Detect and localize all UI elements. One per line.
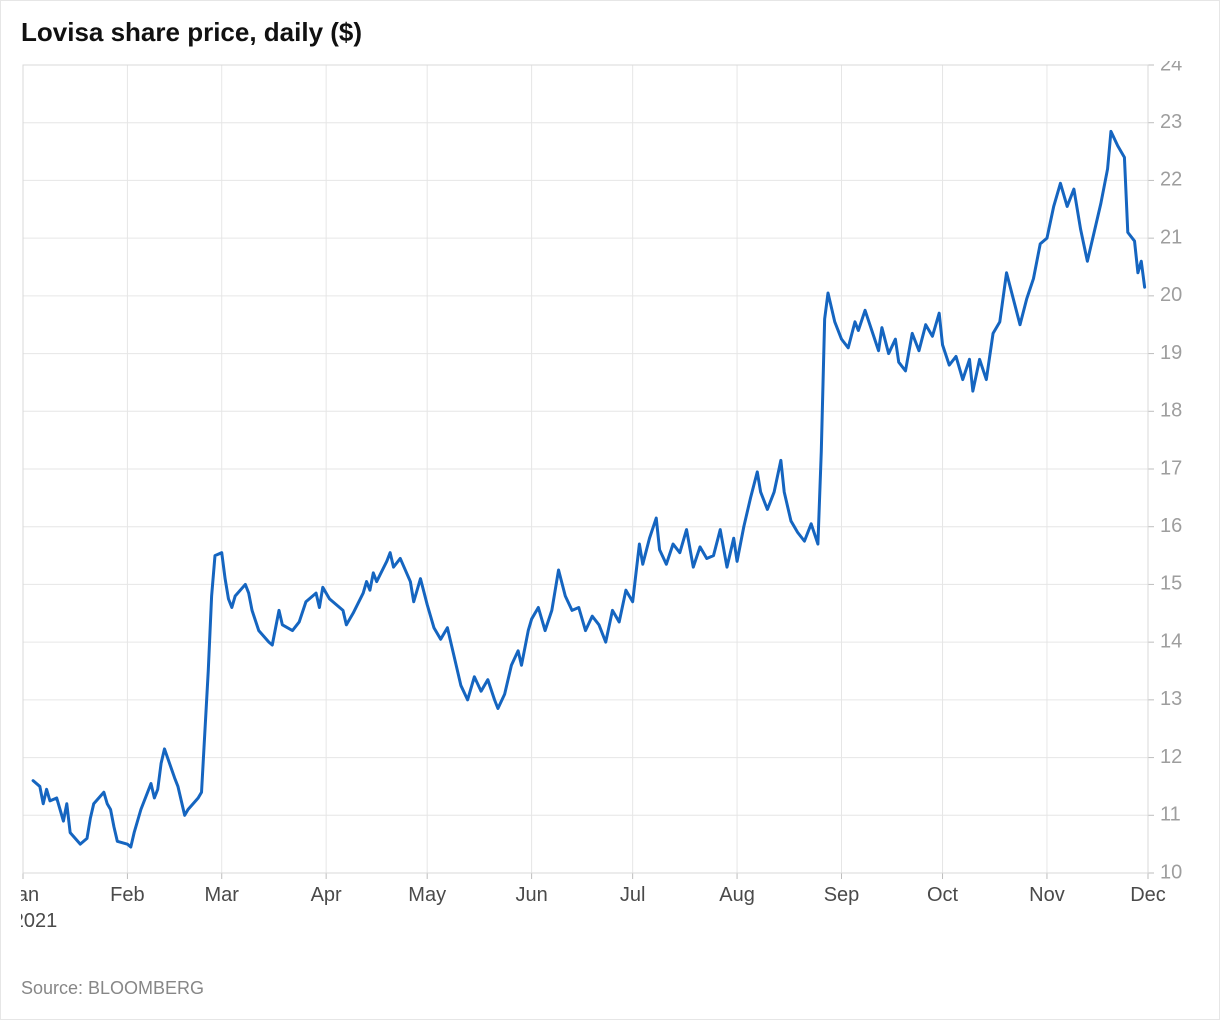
source-text: Source: BLOOMBERG xyxy=(21,978,204,999)
svg-text:Jun: Jun xyxy=(515,884,547,906)
svg-text:11: 11 xyxy=(1160,804,1181,826)
svg-text:Jan: Jan xyxy=(21,884,39,906)
svg-text:14: 14 xyxy=(1160,630,1182,652)
svg-text:Feb: Feb xyxy=(110,884,144,906)
svg-text:21: 21 xyxy=(1160,226,1182,248)
chart-svg: 101112131415161718192021222324Jan2021Feb… xyxy=(21,61,1201,951)
svg-text:17: 17 xyxy=(1160,457,1182,479)
svg-text:Nov: Nov xyxy=(1029,884,1065,906)
svg-text:22: 22 xyxy=(1160,169,1182,191)
svg-text:Mar: Mar xyxy=(205,884,240,906)
svg-text:13: 13 xyxy=(1160,688,1182,710)
svg-text:Dec: Dec xyxy=(1130,884,1166,906)
svg-text:10: 10 xyxy=(1160,861,1182,883)
svg-text:18: 18 xyxy=(1160,400,1182,422)
svg-text:12: 12 xyxy=(1160,746,1182,768)
svg-text:2021: 2021 xyxy=(21,910,57,932)
svg-text:Jul: Jul xyxy=(620,884,646,906)
svg-text:16: 16 xyxy=(1160,515,1182,537)
chart-card: Lovisa share price, daily ($) 10 11 12 13 14… xyxy=(0,0,1220,1020)
chart-title: Lovisa share price, daily ($) xyxy=(21,17,362,48)
svg-text:24: 24 xyxy=(1160,61,1182,75)
svg-text:Aug: Aug xyxy=(719,884,755,906)
svg-text:15: 15 xyxy=(1160,573,1182,595)
svg-text:Oct: Oct xyxy=(927,884,959,906)
chart-area: 101112131415161718192021222324Jan2021Feb… xyxy=(21,61,1199,949)
svg-text:Sep: Sep xyxy=(824,884,860,906)
svg-text:May: May xyxy=(408,884,446,906)
svg-text:23: 23 xyxy=(1160,111,1182,133)
svg-text:19: 19 xyxy=(1160,342,1182,364)
svg-text:Apr: Apr xyxy=(311,884,342,906)
svg-text:20: 20 xyxy=(1160,284,1182,306)
